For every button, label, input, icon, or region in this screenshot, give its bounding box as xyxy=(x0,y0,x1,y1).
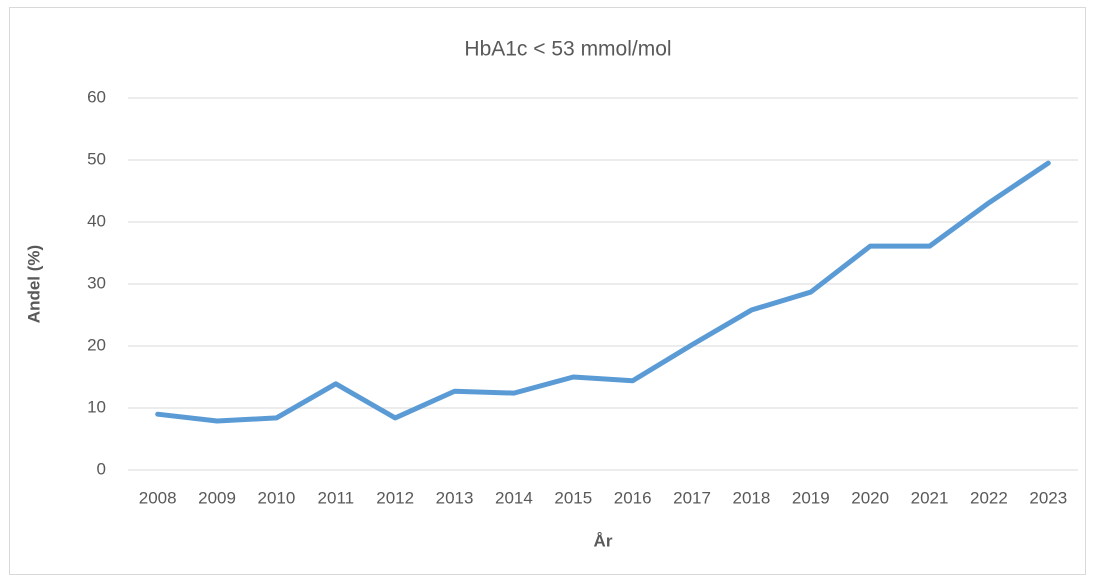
x-tick-label: 2021 xyxy=(911,488,949,507)
x-tick-label: 2020 xyxy=(851,488,889,507)
y-tick-label: 50 xyxy=(87,149,106,168)
x-tick-label: 2017 xyxy=(673,488,711,507)
y-tick-label: 30 xyxy=(87,273,106,292)
y-tick-label: 0 xyxy=(97,459,106,478)
line xyxy=(155,160,1051,424)
chart-title: HbA1c < 53 mmol/mol xyxy=(464,38,671,61)
x-tick-label: 2008 xyxy=(139,488,177,507)
x-tick-label: 2013 xyxy=(436,488,474,507)
y-tick-label: 20 xyxy=(87,335,106,354)
x-tick-label: 2014 xyxy=(495,488,533,507)
chart-border xyxy=(9,7,1086,575)
x-axis-label: År xyxy=(594,531,613,550)
x-tick-label: 2019 xyxy=(792,488,830,507)
y-axis-label: Andel (%) xyxy=(24,245,43,323)
x-tick-label: 2023 xyxy=(1029,488,1067,507)
x-tick-label: 2018 xyxy=(733,488,771,507)
x-tick-label: 2016 xyxy=(614,488,652,507)
y-tick-label: 10 xyxy=(87,397,106,416)
y-tick-label: 40 xyxy=(87,211,106,230)
x-tick-label: 2015 xyxy=(554,488,592,507)
x-tick-label: 2010 xyxy=(258,488,296,507)
x-tick-label: 2012 xyxy=(376,488,414,507)
x-tick-label: 2022 xyxy=(970,488,1008,507)
x-tick-label: 2009 xyxy=(198,488,236,507)
x-tick-label: 2011 xyxy=(318,488,355,507)
y-tick-label: 60 xyxy=(87,87,106,106)
